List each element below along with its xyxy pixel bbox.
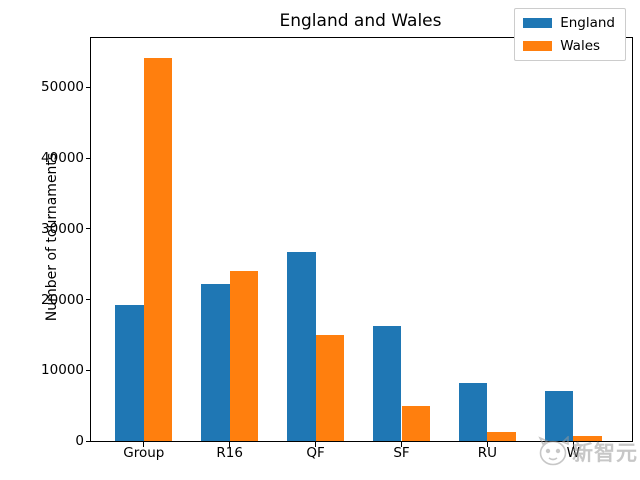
bar-wales-sf [401,405,431,441]
bar-wales-w [573,436,602,441]
legend-swatch-england [523,18,553,28]
x-tick-mark [486,442,488,447]
y-tick-label: 50000 [41,79,84,96]
legend: England Wales [514,8,626,61]
x-tick-mark [143,442,145,447]
bar-wales-group [143,57,173,441]
bar-england-sf [372,326,402,441]
bar-england-group [115,304,144,441]
legend-swatch-wales [523,41,553,51]
x-tick-mark [315,442,317,447]
x-tick-label: W [566,445,580,461]
legend-label: England [560,15,615,31]
y-tick-mark [86,369,91,371]
bar-wales-qf [315,334,345,441]
bar-wales-r16 [229,271,259,441]
y-tick-label: 40000 [41,150,84,167]
bar-england-r16 [201,284,230,441]
y-tick-label: 20000 [41,291,84,308]
bar-wales-ru [487,431,516,441]
x-tick-label: QF [306,445,325,461]
x-tick-mark [229,442,231,447]
bar-england-qf [287,252,316,441]
y-tick-mark [86,440,91,442]
y-tick-label: 30000 [41,220,84,237]
legend-item-wales: Wales [523,38,615,54]
x-tick-label: RU [477,445,498,461]
plot-area: 0 10000 20000 30000 40000 50000 Group R16 QF SF RU… [41,37,633,461]
legend-item-england: England [523,15,615,31]
bar-england-ru [458,383,488,441]
legend-label: Wales [560,38,601,54]
y-tick-label: 10000 [41,362,84,379]
chart-title: England and Wales [279,11,442,31]
y-tick-mark [86,299,91,301]
x-tick-label: R16 [216,445,243,461]
x-tick-label: SF [393,445,410,461]
bar-england-w [544,390,574,441]
y-tick-mark [86,228,91,230]
x-tick-mark [401,442,402,447]
x-tick-label: Group [123,445,165,461]
x-tick-mark [572,442,574,447]
y-tick-label: 0 [75,433,84,449]
y-tick-mark [86,86,91,88]
y-tick-mark [86,157,91,159]
